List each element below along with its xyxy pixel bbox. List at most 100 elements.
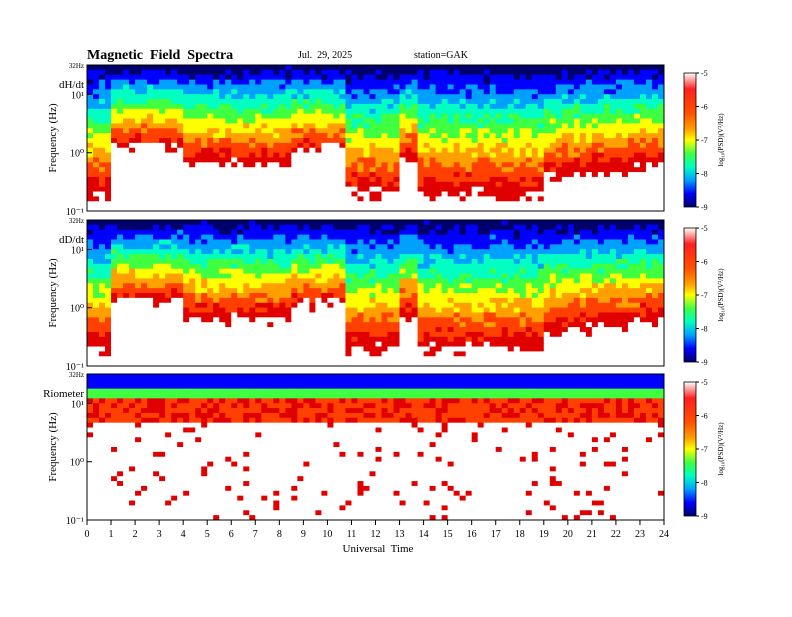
- spectrogram-cell: [454, 94, 460, 99]
- spectrogram-cell: [129, 254, 135, 259]
- spectrogram-cell: [297, 274, 303, 279]
- spectrogram-cell: [135, 278, 141, 283]
- spectrogram-cell: [568, 133, 574, 138]
- spectrogram-cell: [129, 192, 135, 197]
- spectrogram-cell: [285, 220, 291, 225]
- spectrogram-cell: [339, 182, 345, 187]
- spectrogram-cell: [640, 84, 646, 89]
- spectrogram-cell: [640, 94, 646, 99]
- spectrogram-cell: [291, 133, 297, 138]
- spectrogram-cell: [147, 192, 153, 197]
- spectrogram-cell: [273, 337, 279, 342]
- spectrogram-cell: [159, 230, 165, 235]
- spectrogram-cell: [339, 70, 345, 75]
- spectrogram-cell: [412, 157, 418, 162]
- spectrogram-cell: [382, 138, 388, 143]
- spectrogram-cell: [406, 298, 412, 303]
- spectrogram-cell: [153, 148, 159, 153]
- spectrogram-cell: [454, 298, 460, 303]
- spectrogram-cell: [201, 94, 207, 99]
- spectrogram-cell: [376, 148, 382, 153]
- spectrogram-cell: [291, 182, 297, 187]
- spectrogram-cell: [147, 278, 153, 283]
- spectrogram-cell: [189, 133, 195, 138]
- spectrogram-cell: [261, 80, 267, 85]
- spectrogram-cell: [225, 182, 231, 187]
- spectrogram-cell: [490, 274, 496, 279]
- spectrogram-cell: [339, 75, 345, 80]
- spectrogram-cell: [658, 114, 664, 119]
- spectrogram-cell: [99, 317, 105, 322]
- spectrogram-cell: [297, 157, 303, 162]
- spectrogram-cell: [267, 239, 273, 244]
- spectrogram-cell: [303, 104, 309, 109]
- spectrogram-cell: [580, 177, 586, 182]
- spectrogram-cell: [556, 65, 562, 70]
- spectrogram-cell: [219, 65, 225, 70]
- spectrogram-cell: [183, 332, 189, 337]
- spectrogram-cell: [123, 89, 129, 94]
- spectrogram-cell: [219, 303, 225, 308]
- spectrogram-cell: [472, 322, 478, 327]
- spectrogram-cell: [273, 133, 279, 138]
- spectrogram-cell: [472, 312, 478, 317]
- spectrogram-cell: [183, 70, 189, 75]
- spectrogram-cell: [291, 244, 297, 249]
- spectrogram-cell: [394, 75, 400, 80]
- spectrogram-cell: [357, 351, 363, 356]
- spectrogram-cell: [291, 89, 297, 94]
- spectrogram-cell: [165, 269, 171, 274]
- spectrogram-cell: [315, 317, 321, 322]
- spectrogram-cell: [129, 288, 135, 293]
- spectrogram-cell: [430, 303, 436, 308]
- spectrogram-cell: [159, 249, 165, 254]
- spectrogram-cell: [117, 322, 123, 327]
- spectrogram-cell: [460, 138, 466, 143]
- spectrogram-cell: [442, 332, 448, 337]
- spectrogram-cell: [315, 322, 321, 327]
- spectrogram-cell: [111, 99, 117, 104]
- spectrogram-cell: [177, 347, 183, 352]
- spectrogram-cell: [309, 167, 315, 172]
- spectrogram-cell: [321, 308, 327, 313]
- spectrogram-cell: [424, 153, 430, 158]
- spectrogram-cell: [261, 187, 267, 192]
- spectrogram-cell: [219, 89, 225, 94]
- spectrogram-cell: [261, 356, 267, 361]
- spectrogram-cell: [261, 128, 267, 133]
- spectrogram-cell: [376, 182, 382, 187]
- spectrogram-cell: [153, 225, 159, 230]
- spectrogram-cell: [376, 347, 382, 352]
- spectrogram-cell: [496, 269, 502, 274]
- spectrogram-cell: [171, 80, 177, 85]
- spectrogram-cell: [448, 239, 454, 244]
- spectrogram-cell: [586, 172, 592, 177]
- spectrogram-cell: [400, 196, 406, 201]
- spectrogram-cell: [201, 153, 207, 158]
- spectrogram-cell: [327, 230, 333, 235]
- spectrogram-cell: [363, 201, 369, 206]
- spectrogram-cell: [327, 342, 333, 347]
- spectrogram-cell: [538, 89, 544, 94]
- spectrogram-cell: [496, 225, 502, 230]
- spectrogram-cell: [261, 167, 267, 172]
- spectrogram-cell: [243, 278, 249, 283]
- spectrogram-cell: [345, 80, 351, 85]
- spectrogram-cell: [424, 109, 430, 114]
- spectrogram-cell: [658, 196, 664, 201]
- spectrogram-cell: [514, 157, 520, 162]
- spectrogram-cell: [237, 288, 243, 293]
- spectrogram-cell: [345, 104, 351, 109]
- spectrogram-cell: [195, 75, 201, 80]
- spectrogram-cell: [153, 244, 159, 249]
- spectrogram-cell: [327, 308, 333, 313]
- spectrogram-cell: [448, 322, 454, 327]
- spectrogram-cell: [195, 317, 201, 322]
- spectrogram-cell: [496, 104, 502, 109]
- spectrogram-cell: [327, 123, 333, 128]
- spectrogram-cell: [159, 259, 165, 264]
- spectrogram-cell: [273, 283, 279, 288]
- spectrogram-cell: [369, 269, 375, 274]
- spectrogram-cell: [460, 230, 466, 235]
- spectrogram-cell: [291, 293, 297, 298]
